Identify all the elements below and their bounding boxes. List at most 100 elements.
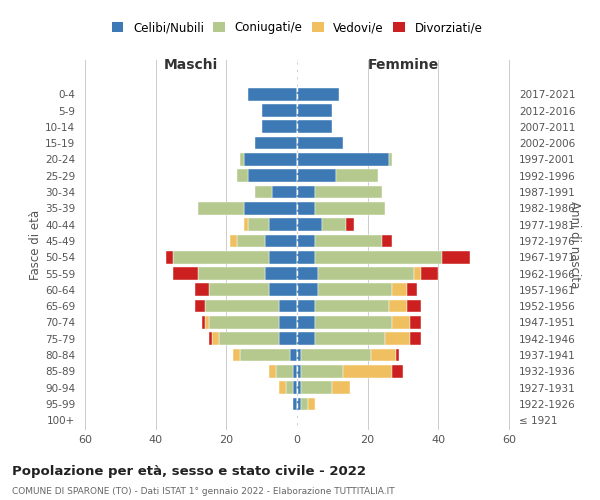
Bar [301,365,343,378]
Bar [297,267,318,280]
Bar [269,284,297,296]
Bar [269,251,297,264]
Bar [241,153,244,166]
Bar [371,348,396,362]
Bar [322,218,346,231]
Bar [254,186,272,198]
Bar [209,284,269,296]
Bar [265,234,297,248]
Bar [276,365,293,378]
Bar [410,332,421,345]
Bar [265,267,297,280]
Bar [385,332,410,345]
Bar [269,218,297,231]
Bar [254,137,297,149]
Bar [293,382,297,394]
Y-axis label: Fasce di età: Fasce di età [29,210,42,280]
Bar [308,398,314,410]
Bar [244,218,248,231]
Bar [194,300,205,312]
Bar [297,120,332,133]
Bar [202,316,205,329]
Bar [314,300,389,312]
Bar [343,365,392,378]
Y-axis label: Anni di nascita: Anni di nascita [568,202,581,288]
Bar [286,382,293,394]
Bar [166,251,173,264]
Bar [237,234,265,248]
Bar [248,170,297,182]
Bar [248,88,297,101]
Bar [332,382,350,394]
Bar [209,316,280,329]
Bar [346,218,353,231]
Bar [297,251,314,264]
Bar [293,365,297,378]
Bar [205,300,280,312]
Bar [421,267,438,280]
Bar [297,202,314,214]
Bar [280,382,286,394]
Bar [194,284,209,296]
Bar [297,88,340,101]
Bar [297,348,301,362]
Bar [297,137,343,149]
Bar [297,332,314,345]
Bar [314,316,392,329]
Bar [297,365,301,378]
Bar [280,316,297,329]
Bar [392,365,403,378]
Bar [301,382,332,394]
Bar [410,316,421,329]
Text: Popolazione per età, sesso e stato civile - 2022: Popolazione per età, sesso e stato civil… [12,465,366,478]
Bar [389,153,392,166]
Bar [297,316,314,329]
Bar [297,234,314,248]
Bar [407,300,421,312]
Bar [318,284,392,296]
Bar [297,382,301,394]
Bar [301,398,308,410]
Bar [407,284,417,296]
Bar [314,202,385,214]
Bar [297,218,322,231]
Bar [262,104,297,117]
Bar [297,398,301,410]
Bar [392,316,410,329]
Bar [244,153,297,166]
Bar [173,251,269,264]
Bar [233,348,241,362]
Bar [297,170,336,182]
Bar [293,398,297,410]
Bar [241,348,290,362]
Legend: Celibi/Nubili, Coniugati/e, Vedovi/e, Divorziati/e: Celibi/Nubili, Coniugati/e, Vedovi/e, Di… [108,18,486,38]
Bar [314,186,382,198]
Bar [396,348,400,362]
Bar [413,267,421,280]
Bar [209,332,212,345]
Bar [212,332,219,345]
Bar [389,300,407,312]
Bar [237,170,248,182]
Bar [392,284,407,296]
Text: Femmine: Femmine [367,58,439,72]
Bar [336,170,378,182]
Bar [297,300,314,312]
Bar [280,332,297,345]
Bar [173,267,198,280]
Bar [219,332,280,345]
Bar [301,348,371,362]
Bar [382,234,392,248]
Text: Maschi: Maschi [164,58,218,72]
Bar [269,365,276,378]
Bar [297,284,318,296]
Bar [244,202,297,214]
Text: COMUNE DI SPARONE (TO) - Dati ISTAT 1° gennaio 2022 - Elaborazione TUTTITALIA.IT: COMUNE DI SPARONE (TO) - Dati ISTAT 1° g… [12,488,395,496]
Bar [205,316,209,329]
Bar [248,218,269,231]
Bar [297,104,332,117]
Bar [280,300,297,312]
Bar [262,120,297,133]
Bar [297,186,314,198]
Bar [198,267,265,280]
